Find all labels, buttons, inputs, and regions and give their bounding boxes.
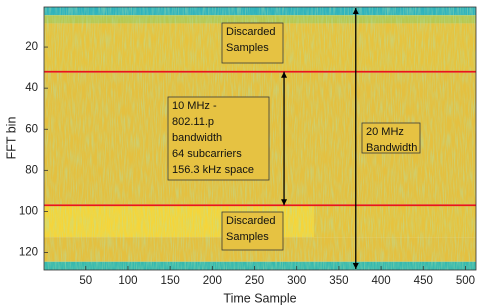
arrow-head <box>281 199 288 206</box>
x-tick-label: 100 <box>118 275 137 287</box>
annotation-box <box>221 211 284 251</box>
annotation-text: 64 subcarriers <box>172 148 242 160</box>
annotation-text: Discarded <box>226 26 276 38</box>
annotation-text: 10 MHz - <box>172 100 217 112</box>
x-tick-label: 150 <box>161 275 180 287</box>
y-axis-label: FFT bin <box>4 117 18 160</box>
arrow-head <box>352 262 359 269</box>
annotation-text: Samples <box>226 231 269 243</box>
y-tick-label: 40 <box>25 82 38 94</box>
overlay: Discarded Samples 10 MHz - 802.11.p bandwidt… <box>44 8 476 269</box>
annotation: 20 MHz Bandwidth <box>361 122 421 154</box>
x-tick-label: 50 <box>79 275 92 287</box>
annotation: 10 MHz - 802.11.p bandwidth 64 subcarriers 1… <box>167 96 270 181</box>
annotation-text: bandwidth <box>172 132 222 144</box>
x-tick-label: 450 <box>414 275 433 287</box>
annotation-text: 156.3 kHz space <box>172 164 254 176</box>
y-tick-label: 80 <box>25 164 38 176</box>
arrow-head <box>281 71 288 78</box>
x-tick-label: 350 <box>329 275 348 287</box>
annotation: Discarded Samples <box>221 211 284 251</box>
arrow-head <box>352 8 359 15</box>
annotation-box <box>221 22 284 64</box>
annotation: Discarded Samples <box>221 22 284 64</box>
y-tick-label: 100 <box>19 205 38 217</box>
plot-frame <box>43 6 477 271</box>
x-tick-label: 250 <box>245 275 264 287</box>
y-tick-label: 20 <box>25 41 38 53</box>
annotation-text: 802.11.p <box>172 116 214 128</box>
annotation-text: 20 MHz <box>366 126 404 138</box>
y-tick-label: 60 <box>25 123 38 135</box>
y-tick-label: 120 <box>19 247 38 259</box>
annotation-text: Bandwidth <box>366 142 417 154</box>
annotation-text: Discarded <box>226 215 276 227</box>
annotation-box <box>167 96 270 181</box>
annotation-text: Samples <box>226 42 269 54</box>
x-axis-label: Time Sample <box>223 291 296 305</box>
x-tick-label: 500 <box>456 275 475 287</box>
x-tick-label: 200 <box>203 275 222 287</box>
annotation-box <box>361 122 421 154</box>
x-tick-label: 400 <box>371 275 390 287</box>
x-tick-label: 300 <box>287 275 306 287</box>
